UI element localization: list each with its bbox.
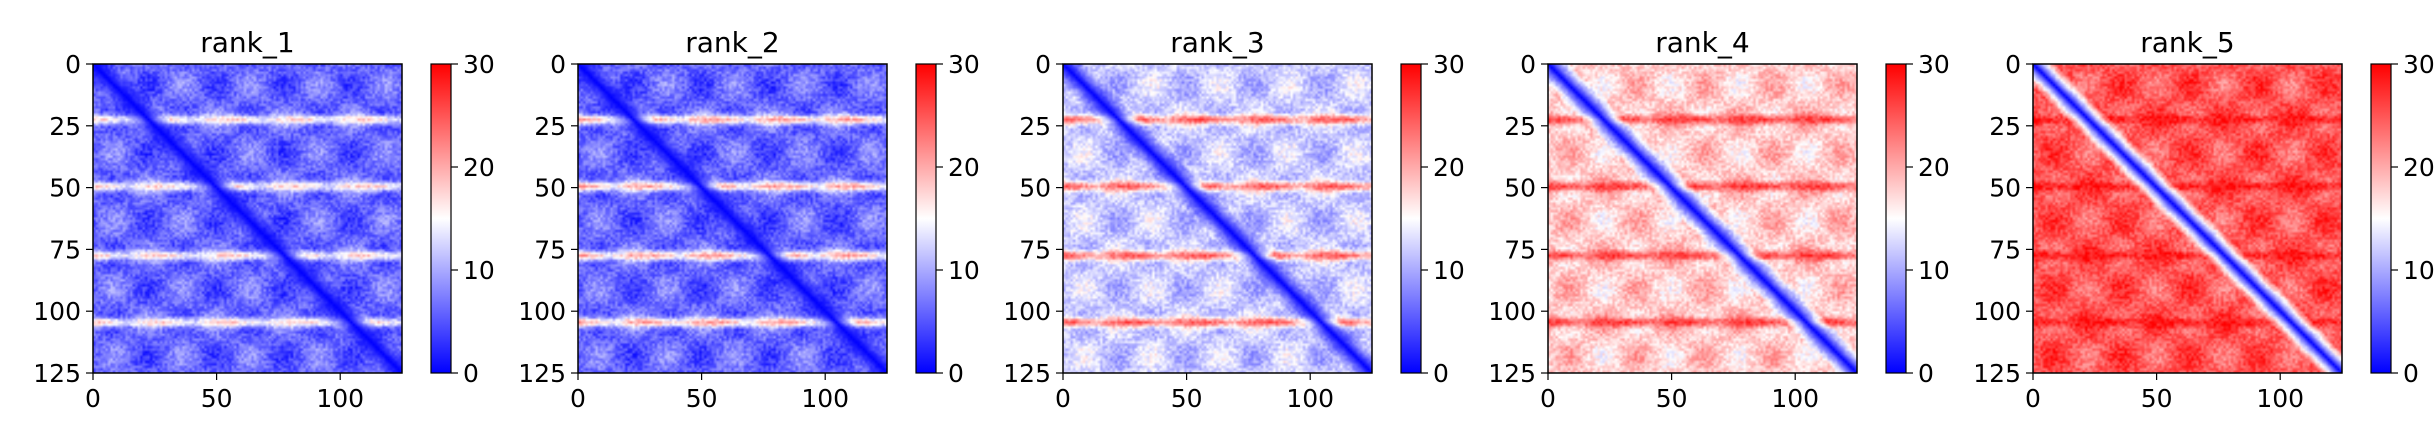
x-tick-label: 0 [85,384,101,413]
y-tick-label: 25 [1019,112,1051,141]
colorbar-tick-label: 20 [2403,153,2435,182]
y-tick-label: 100 [1003,297,1051,326]
y-tick-label: 75 [1989,235,2021,264]
y-tick-label: 50 [49,174,81,203]
y-tick-label: 100 [33,297,81,326]
colorbar-tick-label: 10 [2403,256,2435,285]
heatmap-image [578,64,887,373]
heatmap-image [1548,64,1857,373]
colorbar-tick-label: 10 [948,256,980,285]
x-tick-label: 100 [1771,384,1819,413]
y-tick-label: 50 [1504,174,1536,203]
colorbar-tick-label: 10 [1918,256,1950,285]
colorbar-tick-label: 20 [463,153,495,182]
y-tick-label: 25 [1504,112,1536,141]
y-tick-label: 75 [1019,235,1051,264]
x-tick-label: 50 [201,384,233,413]
y-tick-label: 125 [1003,359,1051,388]
y-tick-label: 50 [534,174,566,203]
x-tick-label: 100 [2256,384,2304,413]
axes-frame [1547,63,1858,374]
x-tick-label: 50 [686,384,718,413]
colorbar-tick-label: 0 [1433,359,1449,388]
axes-frame [92,63,403,374]
y-tick-label: 50 [1989,174,2021,203]
y-tick-label: 0 [550,50,566,79]
colorbar-tick-label: 30 [463,50,495,79]
colorbar-tick-label: 30 [948,50,980,79]
y-tick-label: 125 [1488,359,1536,388]
colorbar [1885,63,1907,374]
y-tick-label: 25 [1989,112,2021,141]
panel-title: rank_1 [200,26,294,59]
colorbar-tick-label: 0 [2403,359,2419,388]
y-tick-label: 0 [2005,50,2021,79]
y-tick-label: 0 [1035,50,1051,79]
colorbar-tick-label: 30 [2403,50,2435,79]
axes-frame [2032,63,2343,374]
colorbar-tick-label: 0 [948,359,964,388]
x-tick-label: 50 [1171,384,1203,413]
y-tick-label: 75 [1504,235,1536,264]
x-tick-label: 0 [570,384,586,413]
heatmap-image [93,64,402,373]
x-tick-label: 100 [801,384,849,413]
colorbar-tick-label: 10 [463,256,495,285]
axes-frame [1062,63,1373,374]
panel-title: rank_5 [2140,26,2234,59]
panel-title: rank_2 [685,26,779,59]
x-tick-label: 0 [1055,384,1071,413]
y-tick-label: 100 [1488,297,1536,326]
y-tick-label: 0 [1520,50,1536,79]
colorbar [2370,63,2392,374]
colorbar [1400,63,1422,374]
y-tick-label: 25 [49,112,81,141]
y-tick-label: 100 [1973,297,2021,326]
y-tick-label: 75 [49,235,81,264]
x-tick-label: 0 [2025,384,2041,413]
colorbar [430,63,452,374]
x-tick-label: 100 [316,384,364,413]
y-tick-label: 125 [33,359,81,388]
colorbar [915,63,937,374]
colorbar-tick-label: 20 [1918,153,1950,182]
heatmap-image [1063,64,1372,373]
colorbar-tick-label: 30 [1433,50,1465,79]
colorbar-tick-label: 0 [1918,359,1934,388]
y-tick-label: 125 [1973,359,2021,388]
y-tick-label: 100 [518,297,566,326]
colorbar-tick-label: 0 [463,359,479,388]
x-tick-label: 50 [2141,384,2173,413]
y-tick-label: 50 [1019,174,1051,203]
panel-title: rank_3 [1170,26,1264,59]
x-tick-label: 100 [1286,384,1334,413]
y-tick-label: 75 [534,235,566,264]
x-tick-label: 0 [1540,384,1556,413]
colorbar-tick-label: 30 [1918,50,1950,79]
colorbar-tick-label: 20 [1433,153,1465,182]
axes-frame [577,63,888,374]
panel-title: rank_4 [1655,26,1749,59]
heatmap-image [2033,64,2342,373]
colorbar-tick-label: 10 [1433,256,1465,285]
x-tick-label: 50 [1656,384,1688,413]
colorbar-tick-label: 20 [948,153,980,182]
y-tick-label: 0 [65,50,81,79]
y-tick-label: 25 [534,112,566,141]
y-tick-label: 125 [518,359,566,388]
